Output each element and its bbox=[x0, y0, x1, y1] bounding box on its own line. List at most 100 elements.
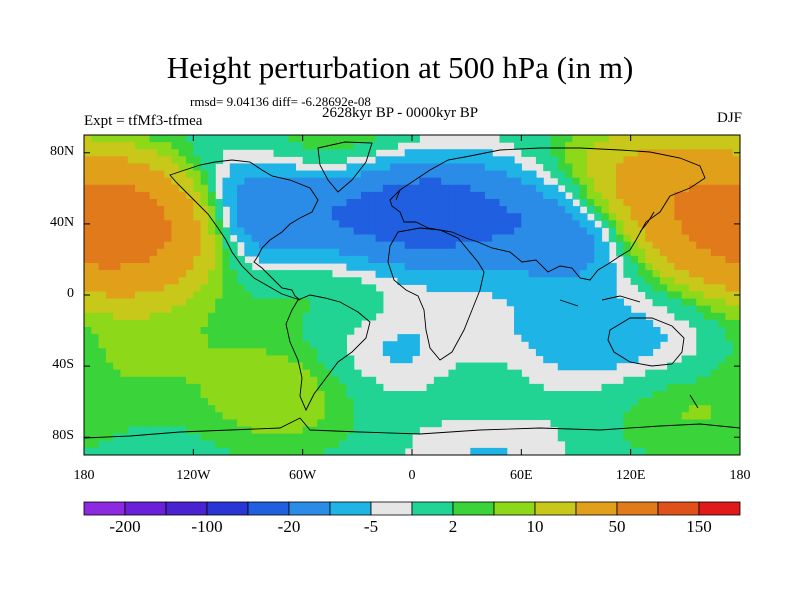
field-cell bbox=[433, 277, 442, 285]
field-cell bbox=[193, 334, 202, 342]
field-cell bbox=[309, 383, 318, 392]
field-cell bbox=[142, 248, 151, 257]
field-cell bbox=[266, 277, 275, 285]
period-text: 2628kyr BP - 0000kyr BP bbox=[322, 105, 479, 121]
field-cell bbox=[608, 362, 617, 371]
field-cell bbox=[120, 135, 129, 143]
field-cell bbox=[630, 227, 639, 236]
field-cell bbox=[360, 426, 369, 435]
field-cell bbox=[171, 184, 180, 193]
field-cell bbox=[222, 255, 231, 264]
field-cell bbox=[193, 440, 202, 449]
field-cell bbox=[91, 227, 100, 236]
field-cell bbox=[360, 433, 369, 442]
field-cell bbox=[659, 383, 668, 392]
field-cell bbox=[178, 383, 187, 392]
field-cell bbox=[171, 405, 180, 413]
field-cell bbox=[171, 248, 180, 257]
field-cell bbox=[637, 191, 646, 200]
field-cell bbox=[309, 341, 318, 349]
field-cell bbox=[484, 177, 493, 186]
field-cell bbox=[652, 419, 661, 428]
field-cell bbox=[229, 184, 238, 193]
field-cell bbox=[601, 241, 610, 250]
field-cell bbox=[309, 369, 318, 378]
field-cell bbox=[258, 220, 267, 229]
field-cell bbox=[149, 298, 158, 307]
field-cell bbox=[572, 284, 581, 293]
field-cell bbox=[470, 398, 479, 406]
field-cell bbox=[193, 341, 202, 349]
field-cell bbox=[273, 241, 282, 250]
field-cell bbox=[652, 376, 661, 385]
field-cell bbox=[718, 142, 727, 150]
field-cell bbox=[156, 419, 165, 428]
colorbar-box bbox=[247, 501, 290, 516]
field-cell bbox=[412, 248, 420, 257]
field-cell bbox=[193, 135, 202, 143]
field-cell bbox=[295, 206, 304, 214]
field-cell bbox=[360, 241, 369, 250]
field-cell bbox=[288, 362, 296, 371]
field-cell bbox=[448, 255, 457, 264]
field-cell bbox=[280, 369, 289, 378]
field-cell bbox=[105, 291, 114, 300]
field-cell bbox=[346, 433, 355, 442]
field-cell bbox=[215, 263, 224, 271]
field-cell bbox=[616, 177, 624, 186]
field-cell bbox=[455, 255, 464, 264]
field-cell bbox=[215, 149, 224, 157]
field-cell bbox=[339, 220, 347, 229]
field-cell bbox=[84, 327, 92, 335]
field-cell bbox=[470, 270, 479, 278]
field-cell bbox=[280, 248, 289, 257]
field-cell bbox=[535, 263, 544, 271]
coast-australia bbox=[607, 317, 685, 367]
field-cell bbox=[309, 319, 318, 328]
lon-label: 120E bbox=[615, 468, 646, 483]
field-cell bbox=[528, 220, 537, 229]
field-cell bbox=[193, 227, 202, 236]
field-cell bbox=[499, 376, 508, 385]
field-cell bbox=[375, 248, 384, 257]
field-cell bbox=[280, 184, 289, 193]
field-cell bbox=[273, 234, 282, 243]
field-cell bbox=[339, 433, 347, 442]
field-cell bbox=[484, 263, 493, 271]
field-cell bbox=[484, 191, 493, 200]
field-cell bbox=[302, 369, 311, 378]
field-cell bbox=[113, 177, 122, 186]
field-cell bbox=[674, 398, 683, 406]
field-cell bbox=[565, 305, 573, 314]
field-cell bbox=[732, 405, 740, 413]
field-cell bbox=[120, 170, 129, 179]
field-cell bbox=[732, 241, 740, 250]
field-cell bbox=[113, 135, 122, 143]
field-cell bbox=[616, 142, 624, 150]
field-cell bbox=[572, 362, 581, 371]
field-cell bbox=[273, 433, 282, 442]
field-cell bbox=[616, 135, 624, 143]
field-cell bbox=[484, 383, 493, 392]
field-cell bbox=[251, 170, 260, 179]
field-cell bbox=[186, 220, 194, 229]
field-cell bbox=[514, 255, 522, 264]
field-cell bbox=[302, 362, 311, 371]
field-cell bbox=[506, 398, 515, 406]
field-cell bbox=[178, 284, 187, 293]
field-cell bbox=[528, 263, 537, 271]
field-cell bbox=[506, 383, 515, 392]
field-cell bbox=[200, 319, 209, 328]
field-cell bbox=[514, 398, 522, 406]
field-cell bbox=[258, 447, 267, 455]
field-cell bbox=[616, 419, 624, 428]
field-cell bbox=[426, 184, 435, 193]
field-cell bbox=[514, 184, 522, 193]
field-cell bbox=[652, 284, 661, 293]
field-cell bbox=[616, 220, 624, 229]
field-cell bbox=[470, 163, 479, 172]
field-cell bbox=[135, 426, 143, 435]
field-cell bbox=[207, 184, 216, 193]
field-cell bbox=[594, 341, 603, 349]
field-cell bbox=[426, 227, 435, 236]
